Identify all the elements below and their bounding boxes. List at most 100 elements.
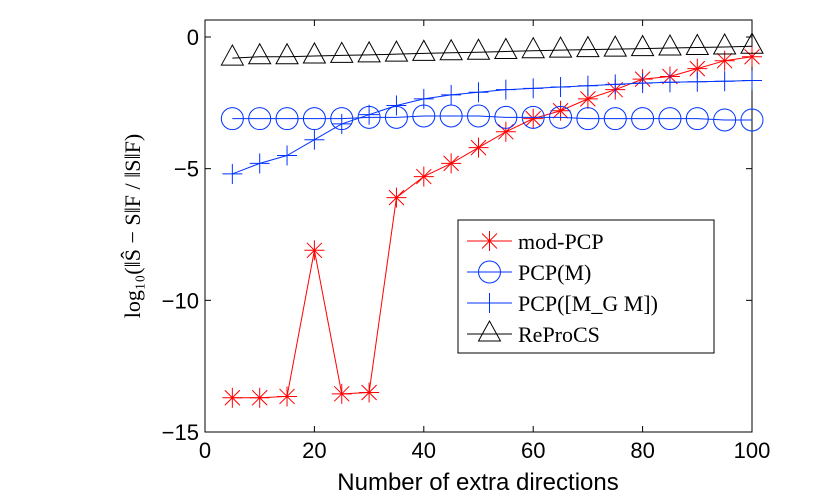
data-point [577, 75, 598, 96]
data-point [249, 387, 270, 408]
data-point [275, 42, 299, 65]
data-point [439, 104, 463, 128]
axes: 0 20 40 60 80 100 0 −5 −10 −15 [162, 20, 771, 463]
data-point [222, 387, 243, 408]
legend-label: PCP([M_G M]) [518, 291, 658, 316]
data-point [630, 34, 655, 57]
data-point [357, 40, 381, 63]
legend-entry: ReProCS [467, 319, 600, 347]
data-point [331, 383, 352, 404]
data-point [605, 74, 626, 95]
y-tick-label: −10 [162, 288, 199, 313]
legend-marker [479, 293, 500, 313]
data-point [467, 104, 490, 128]
y-tick-label: −15 [162, 420, 199, 445]
data-point [495, 79, 516, 100]
data-point [468, 82, 489, 103]
x-tick-label: 60 [521, 438, 545, 463]
data-point [277, 386, 298, 407]
data-point [659, 72, 680, 93]
data-point [302, 107, 326, 131]
data-point [249, 153, 270, 174]
data-point [302, 41, 327, 64]
series-layer [220, 32, 764, 408]
data-point [386, 95, 407, 116]
y-axis-label: log₁₀(‖Ŝ − S‖F / ‖S‖F) [120, 134, 145, 319]
legend-entry: PCP([M_G M]) [467, 291, 658, 316]
data-point [550, 100, 571, 121]
data-point [523, 108, 544, 129]
data-point [523, 78, 544, 99]
data-point [685, 33, 710, 56]
data-point [658, 107, 682, 131]
x-tick-label: 80 [630, 438, 654, 463]
data-point [495, 121, 516, 142]
x-tick-label: 20 [302, 438, 326, 463]
data-point [603, 35, 628, 57]
data-point [521, 105, 545, 129]
legend-label: mod-PCP [518, 229, 604, 254]
data-point [277, 145, 298, 166]
data-point [742, 70, 762, 91]
data-point [576, 107, 600, 131]
data-point [359, 104, 380, 125]
data-point [220, 44, 245, 66]
data-point [521, 36, 546, 59]
data-point [603, 107, 627, 131]
data-point [359, 382, 380, 403]
data-point [576, 35, 600, 58]
data-point [550, 77, 571, 98]
data-point [304, 129, 325, 150]
legend-label: ReProCS [518, 322, 600, 347]
data-point [222, 163, 243, 184]
data-point [687, 71, 708, 92]
data-point [713, 108, 737, 132]
data-point [331, 113, 352, 134]
y-tick-label: −5 [174, 157, 199, 182]
data-point [466, 38, 491, 60]
data-point [494, 37, 518, 59]
data-point [468, 137, 489, 158]
data-point [304, 240, 325, 261]
data-point [275, 107, 299, 131]
legend-entry: mod-PCP [467, 229, 604, 254]
legend-marker [478, 260, 501, 284]
series-line [232, 115, 752, 121]
data-point [658, 34, 682, 56]
legend-marker [479, 231, 500, 251]
data-point [714, 71, 735, 92]
data-point [413, 166, 434, 187]
data-point [329, 41, 354, 63]
data-point [248, 107, 272, 131]
x-tick-label: 100 [734, 438, 771, 463]
series-3 [220, 32, 764, 66]
data-point [740, 108, 764, 132]
x-tick-label: 40 [412, 438, 436, 463]
legend-entry: PCP(M) [467, 260, 591, 285]
series-1 [220, 104, 764, 132]
series-2 [222, 70, 762, 184]
series-line [232, 45, 753, 59]
data-point [548, 36, 573, 58]
data-point [411, 39, 436, 61]
data-point [685, 107, 709, 131]
data-point [549, 105, 573, 129]
data-point [441, 84, 462, 105]
data-point [384, 40, 409, 62]
y-tick-label: 0 [187, 25, 199, 50]
data-point [494, 105, 518, 129]
data-point [386, 187, 407, 208]
data-point [631, 107, 655, 131]
data-point [441, 153, 462, 174]
legend-label: PCP(M) [518, 260, 591, 285]
y-axis-label-group: log₁₀(‖Ŝ − S‖F / ‖S‖F) [120, 134, 145, 319]
data-point [742, 46, 762, 67]
data-point [413, 88, 434, 109]
data-point [632, 73, 653, 94]
legend-box [457, 219, 715, 354]
data-point [712, 32, 737, 55]
x-tick-label: 0 [199, 438, 211, 463]
x-axis-label: Number of extra directions [337, 469, 618, 496]
legend: mod-PCP PCP(M) PCP([M_G M]) ReProCS [457, 219, 715, 354]
